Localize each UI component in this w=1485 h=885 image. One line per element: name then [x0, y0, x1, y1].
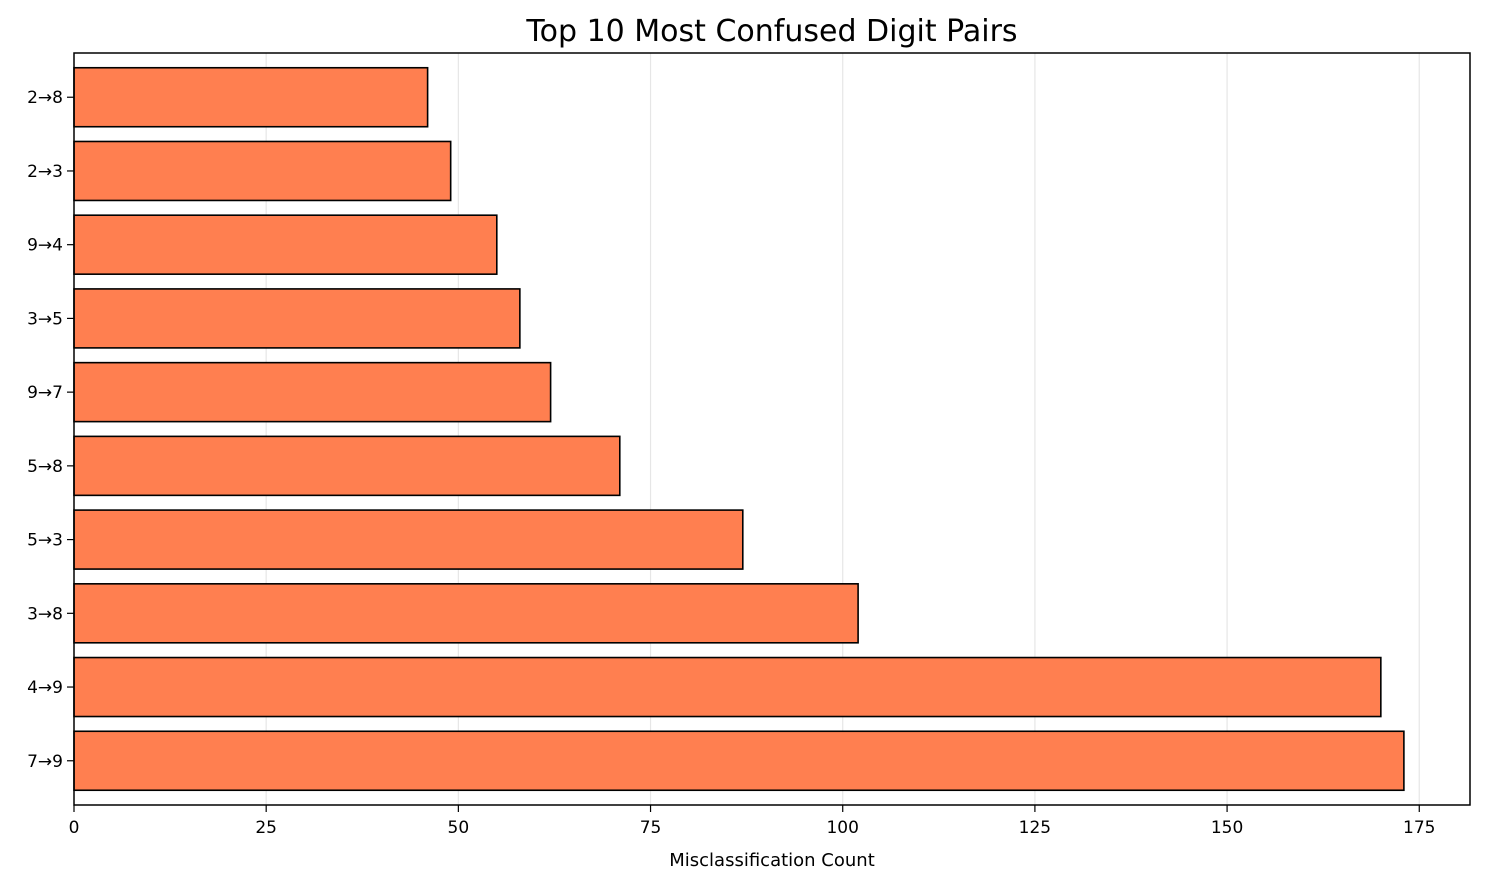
- bar: [73, 656, 1382, 718]
- y-tick-label: 5→8: [27, 457, 63, 477]
- x-tick-label: 150: [1211, 818, 1243, 838]
- chart-title: Top 10 Most Confused Digit Pairs: [525, 14, 1017, 49]
- plot-frame: [73, 52, 1471, 806]
- x-tick-label: 25: [255, 818, 277, 838]
- x-tick-label: 175: [1403, 818, 1435, 838]
- bar: [73, 66, 429, 128]
- x-axis-ticks: 0 25 50 75 100 125 150 175: [69, 805, 1435, 838]
- bar: [73, 288, 521, 349]
- bar: [73, 140, 452, 202]
- y-tick-label: 2→8: [27, 88, 63, 108]
- y-tick-label: 9→4: [27, 236, 63, 256]
- x-tick-label: 0: [69, 818, 80, 838]
- bar: [73, 730, 1405, 792]
- y-tick-label: 3→5: [27, 309, 63, 329]
- x-tick-label: 100: [826, 818, 858, 838]
- y-tick-label: 3→8: [27, 604, 63, 624]
- bar: [73, 361, 552, 423]
- bar: [73, 583, 859, 644]
- y-tick-label: 5→3: [27, 531, 63, 551]
- y-axis-ticks: 7→9 4→9 3→8 5→3 5→8 9→7 3→5 9→4 2→3 2→8: [27, 88, 74, 772]
- y-tick-label: 7→9: [27, 752, 63, 772]
- grid-lines: [265, 53, 1420, 805]
- bar: [73, 509, 744, 570]
- y-tick-label: 9→7: [27, 383, 63, 403]
- y-tick-label: 4→9: [27, 678, 63, 698]
- bar: [73, 214, 498, 275]
- bars: [73, 66, 1405, 792]
- x-tick-label: 125: [1019, 818, 1051, 838]
- x-tick-label: 50: [448, 818, 470, 838]
- x-tick-label: 75: [640, 818, 662, 838]
- bar: [73, 435, 621, 497]
- y-tick-label: 2→3: [27, 162, 63, 182]
- x-axis-label: Misclassification Count: [669, 850, 875, 871]
